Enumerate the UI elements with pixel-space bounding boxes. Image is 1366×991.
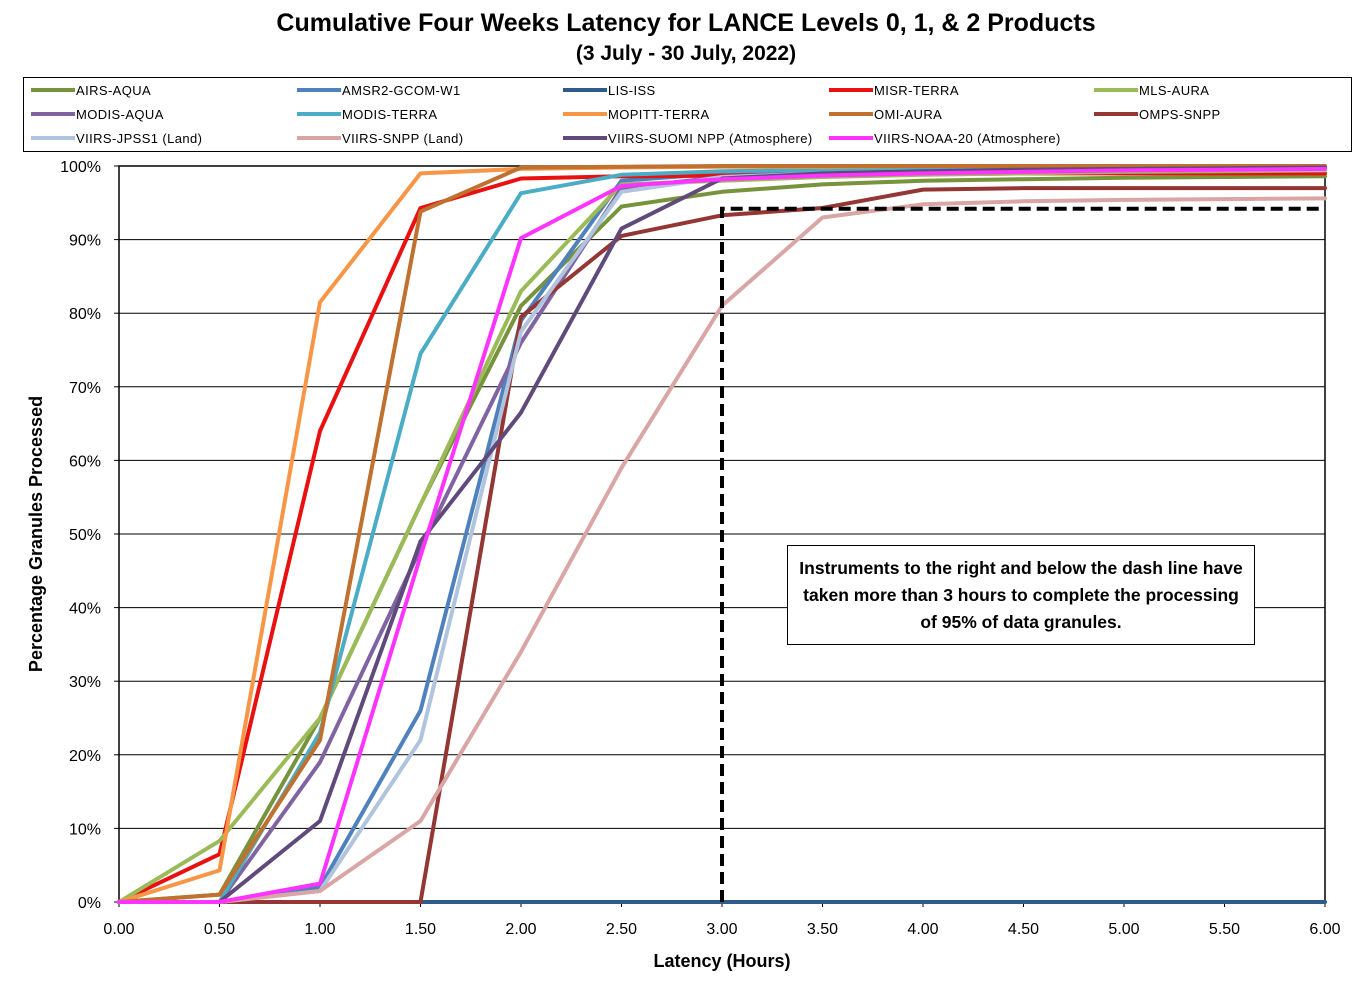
legend-swatch [31,136,75,140]
series-line-9 [117,164,1327,904]
legend-label: MODIS-TERRA [342,106,438,122]
legend-swatch [31,88,75,92]
x-axis-label: Latency (Hours) [653,951,790,971]
x-tick-label: 6.00 [1309,921,1340,938]
legend-swatch [297,136,341,140]
legend-label: MISR-TERRA [874,82,959,98]
legend-swatch [297,88,341,92]
legend-swatch [297,112,341,116]
y-tick-label: 0% [78,895,101,912]
legend-label: MLS-AURA [1139,82,1210,98]
legend-label: OMPS-SNPP [1139,106,1221,122]
x-tick-label: 5.50 [1209,921,1240,938]
legend-item: LIS-ISS [563,80,656,100]
y-tick-label: 10% [69,821,101,838]
legend-item: MISR-TERRA [829,80,959,100]
y-tick-label: 40% [69,601,101,618]
legend-swatch [1094,88,1138,92]
threshold-dash-line [720,206,1325,902]
y-tick-label: 50% [69,527,101,544]
legend-label: LIS-ISS [608,82,656,98]
x-tick-label: 4.50 [1008,921,1039,938]
legend-item: OMI-AURA [829,104,942,124]
legend: AIRS-AQUA AMSR2-GCOM-W1 LIS-ISS MISR-TERRA M… [23,77,1352,152]
series-line-14 [117,166,1327,904]
legend-item: VIIRS-NOAA-20 (Atmosphere) [829,128,1061,148]
legend-swatch [1094,112,1138,116]
legend-swatch [829,112,873,116]
chart-subtitle: (3 July - 30 July, 2022) [575,42,797,65]
legend-item: MOPITT-TERRA [563,104,710,124]
legend-item: OMPS-SNPP [1094,104,1221,124]
x-tick-label: 2.00 [505,921,536,938]
x-tick-label: 3.50 [807,921,838,938]
legend-swatch [31,112,75,116]
x-tick-label: 0.50 [204,921,235,938]
legend-label: MODIS-AQUA [76,106,164,122]
x-tick-label: 1.00 [304,921,335,938]
legend-swatch [563,88,607,92]
legend-item: MODIS-AQUA [31,104,164,124]
legend-item: VIIRS-SNPP (Land) [297,128,463,148]
x-tick-label: 1.50 [405,921,436,938]
legend-label: VIIRS-SUOMI NPP (Atmosphere) [608,130,813,146]
legend-label: AIRS-AQUA [76,82,152,98]
y-tick-label: 80% [69,306,101,323]
legend-label: VIIRS-JPSS1 (Land) [76,130,203,146]
chart-title: Cumulative Four Weeks Latency for LANCE … [276,9,1096,37]
y-tick-label: 20% [69,748,101,765]
x-tick-label: 2.50 [606,921,637,938]
y-tick-label: 100% [60,159,101,176]
y-tick-label: 60% [69,453,101,470]
y-tick-label: 70% [69,380,101,397]
legend-label: OMI-AURA [874,106,943,122]
legend-swatch [829,88,873,92]
legend-swatch [563,136,607,140]
y-tick-label: 90% [69,233,101,250]
y-axis-label: Percentage Granules Processed [26,396,46,672]
legend-item: AIRS-AQUA [31,80,151,100]
legend-item: MLS-AURA [1094,80,1209,100]
x-tick-label: 0.00 [103,921,134,938]
legend-swatch [829,136,873,140]
y-tick-label: 30% [69,674,101,691]
legend-label: VIIRS-NOAA-20 (Atmosphere) [874,130,1061,146]
legend-item: VIIRS-JPSS1 (Land) [31,128,202,148]
legend-label: MOPITT-TERRA [608,106,710,122]
x-tick-label: 5.00 [1108,921,1139,938]
legend-label: AMSR2-GCOM-W1 [342,82,461,98]
legend-label: VIIRS-SNPP (Land) [342,130,464,146]
legend-item: AMSR2-GCOM-W1 [297,80,461,100]
legend-swatch [563,112,607,116]
x-tick-label: 3.00 [706,921,737,938]
annotation-box: Instruments to the right and below the d… [787,545,1255,645]
legend-item: VIIRS-SUOMI NPP (Atmosphere) [563,128,813,148]
x-tick-label: 4.00 [907,921,938,938]
legend-item: MODIS-TERRA [297,104,437,124]
